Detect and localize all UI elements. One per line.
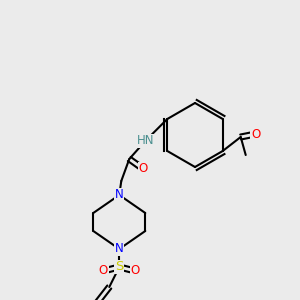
- Text: O: O: [99, 265, 108, 278]
- Text: N: N: [115, 188, 124, 202]
- Text: S: S: [115, 260, 124, 274]
- Text: N: N: [115, 242, 124, 256]
- Text: O: O: [251, 128, 260, 140]
- Text: HN: HN: [136, 134, 154, 148]
- Text: O: O: [139, 163, 148, 176]
- Text: O: O: [131, 265, 140, 278]
